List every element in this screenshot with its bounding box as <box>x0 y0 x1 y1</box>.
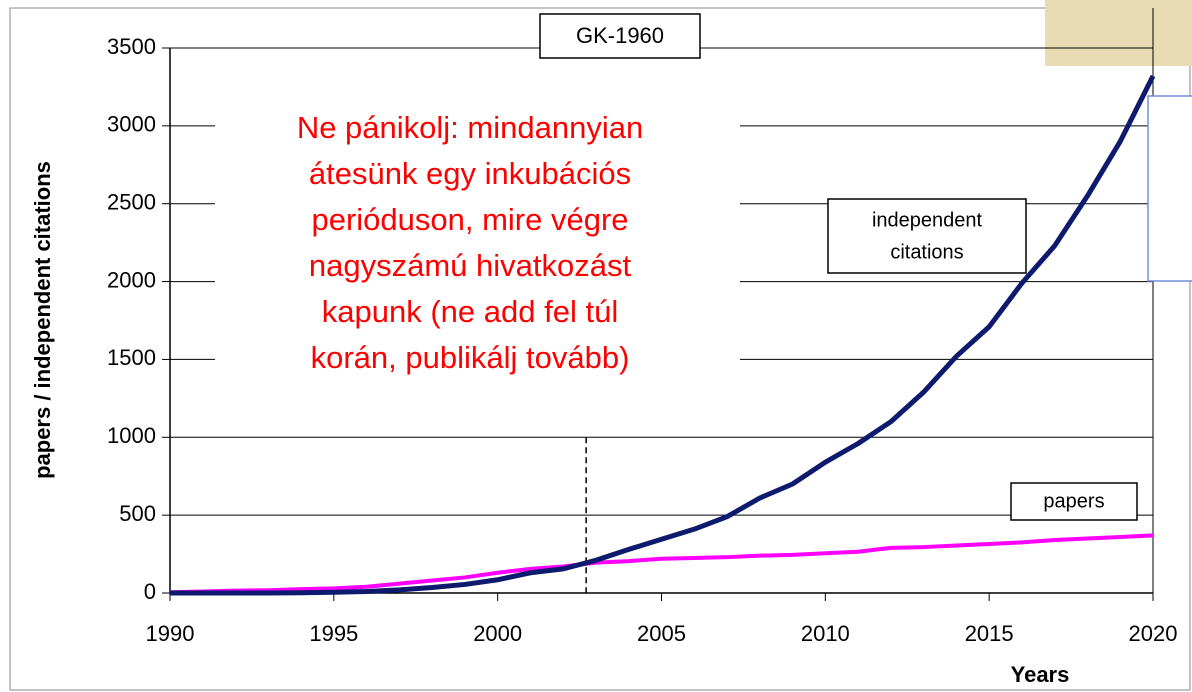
citations-label: citations <box>890 241 963 263</box>
note-text: átesünk egy inkubációs <box>309 156 631 191</box>
citations-box <box>827 198 1027 274</box>
y-tick-label: 500 <box>119 501 156 526</box>
image-fragment <box>1045 0 1192 66</box>
x-axis-label: Years <box>1011 662 1070 687</box>
citations-label: independent <box>872 209 983 231</box>
x-tick-label: 2015 <box>965 621 1014 646</box>
y-tick-label: 1000 <box>107 423 156 448</box>
y-tick-label: 2500 <box>107 190 156 215</box>
y-tick-label: 0 <box>144 579 156 604</box>
title-box <box>539 13 701 59</box>
note-text: Ne pánikolj: mindannyian <box>297 110 643 145</box>
x-tick-label: 1990 <box>146 621 195 646</box>
callout-fragment <box>1147 95 1192 282</box>
frame <box>9 7 1191 691</box>
note-bg <box>215 98 740 410</box>
title-label: GK-1960 <box>576 23 664 48</box>
y-tick-label: 1500 <box>107 345 156 370</box>
x-tick-label: 2000 <box>473 621 522 646</box>
series-line <box>169 533 1154 595</box>
x-tick-label: 1995 <box>309 621 358 646</box>
note-text: nagyszámú hivatkozást <box>309 248 632 283</box>
series-line <box>170 74 1156 596</box>
note-text: perióduson, mire végre <box>311 202 628 237</box>
x-tick-label: 2020 <box>1129 621 1178 646</box>
x-tick-label: 2010 <box>801 621 850 646</box>
papers-label: papers <box>1043 490 1104 512</box>
x-tick-label: 2005 <box>637 621 686 646</box>
y-tick-label: 3000 <box>107 112 156 137</box>
y-tick-label: 2000 <box>107 267 156 292</box>
note-text: kapunk (ne add fel túl <box>322 294 618 329</box>
papers-box <box>1010 482 1138 521</box>
y-tick-label: 3500 <box>107 34 156 59</box>
note-text: korán, publikálj tovább) <box>311 340 630 375</box>
y-axis-label: papers / independent citations <box>30 161 55 479</box>
